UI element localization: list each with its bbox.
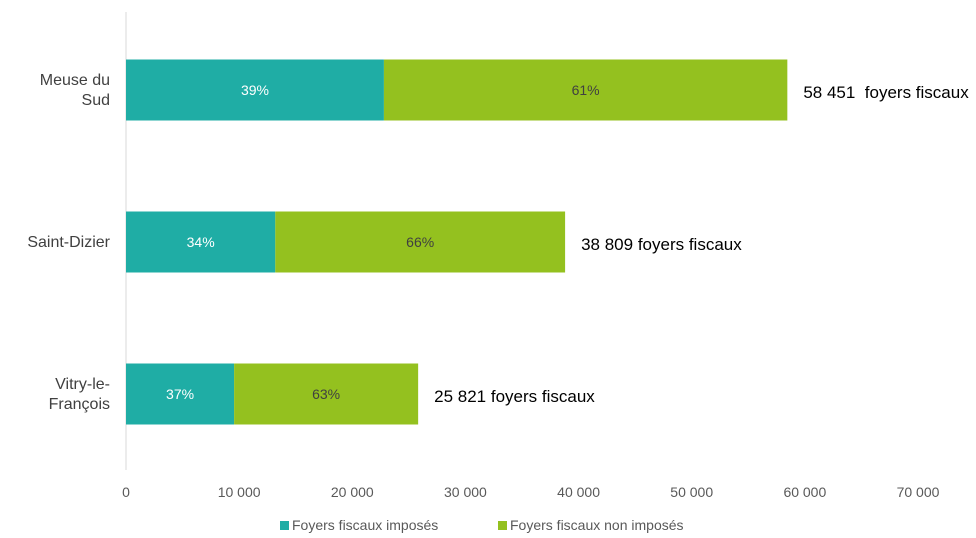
category-label: Meuse du Sud: [40, 72, 110, 109]
category-label-line: Vitry-le-: [55, 376, 110, 393]
x-tick-label: 70 000: [897, 484, 940, 500]
legend-label: Foyers fiscaux imposés: [292, 517, 438, 533]
legend-label: Foyers fiscaux non imposés: [510, 517, 684, 533]
bar-segment: [234, 363, 419, 425]
legend-swatch: [498, 521, 507, 530]
category-label: Vitry-le- François: [49, 376, 110, 413]
axes: 0 10 000 20 000 30 000 40 000 50 000 60 000 70 …: [27, 12, 940, 500]
x-tick-label: 60 000: [783, 484, 826, 500]
bar-segment: [126, 211, 276, 273]
legend: Foyers fiscaux imposés Foyers fiscaux non…: [280, 517, 684, 533]
bar-segment: [275, 211, 566, 273]
x-tick-label: 50 000: [670, 484, 713, 500]
category-label-line: Saint-Dizier: [27, 234, 110, 251]
bar-percent-label: 37%: [166, 386, 194, 402]
bar-segment: [383, 59, 788, 121]
bar-percent-label: 34%: [187, 234, 215, 250]
x-tick-label: 20 000: [331, 484, 374, 500]
x-tick-label: 0: [122, 484, 130, 500]
bar-percent-label: 61%: [572, 82, 600, 98]
bar-percent-label: 63%: [312, 386, 340, 402]
bar-percent-label: 66%: [406, 234, 434, 250]
legend-swatch: [280, 521, 289, 530]
bars: [126, 59, 788, 425]
category-label: Saint-Dizier: [27, 234, 110, 251]
x-tick-label: 30 000: [444, 484, 487, 500]
bar-segment: [126, 363, 235, 425]
x-tick-label: 10 000: [218, 484, 261, 500]
x-tick-label: 40 000: [557, 484, 600, 500]
bar-percent-label: 39%: [241, 82, 269, 98]
category-label-line: François: [49, 396, 110, 413]
total-label: 25 821 foyers fiscaux: [434, 387, 595, 406]
total-label: 58 451 foyers fiscaux: [803, 83, 969, 102]
category-label-line: Sud: [82, 92, 110, 109]
category-label-line: Meuse du: [40, 72, 110, 89]
labels: 39% 61% 58 451 foyers fiscaux 34% 66% 38 809 …: [166, 82, 969, 406]
bar-segment: [126, 59, 384, 121]
total-label: 38 809 foyers fiscaux: [581, 235, 742, 254]
